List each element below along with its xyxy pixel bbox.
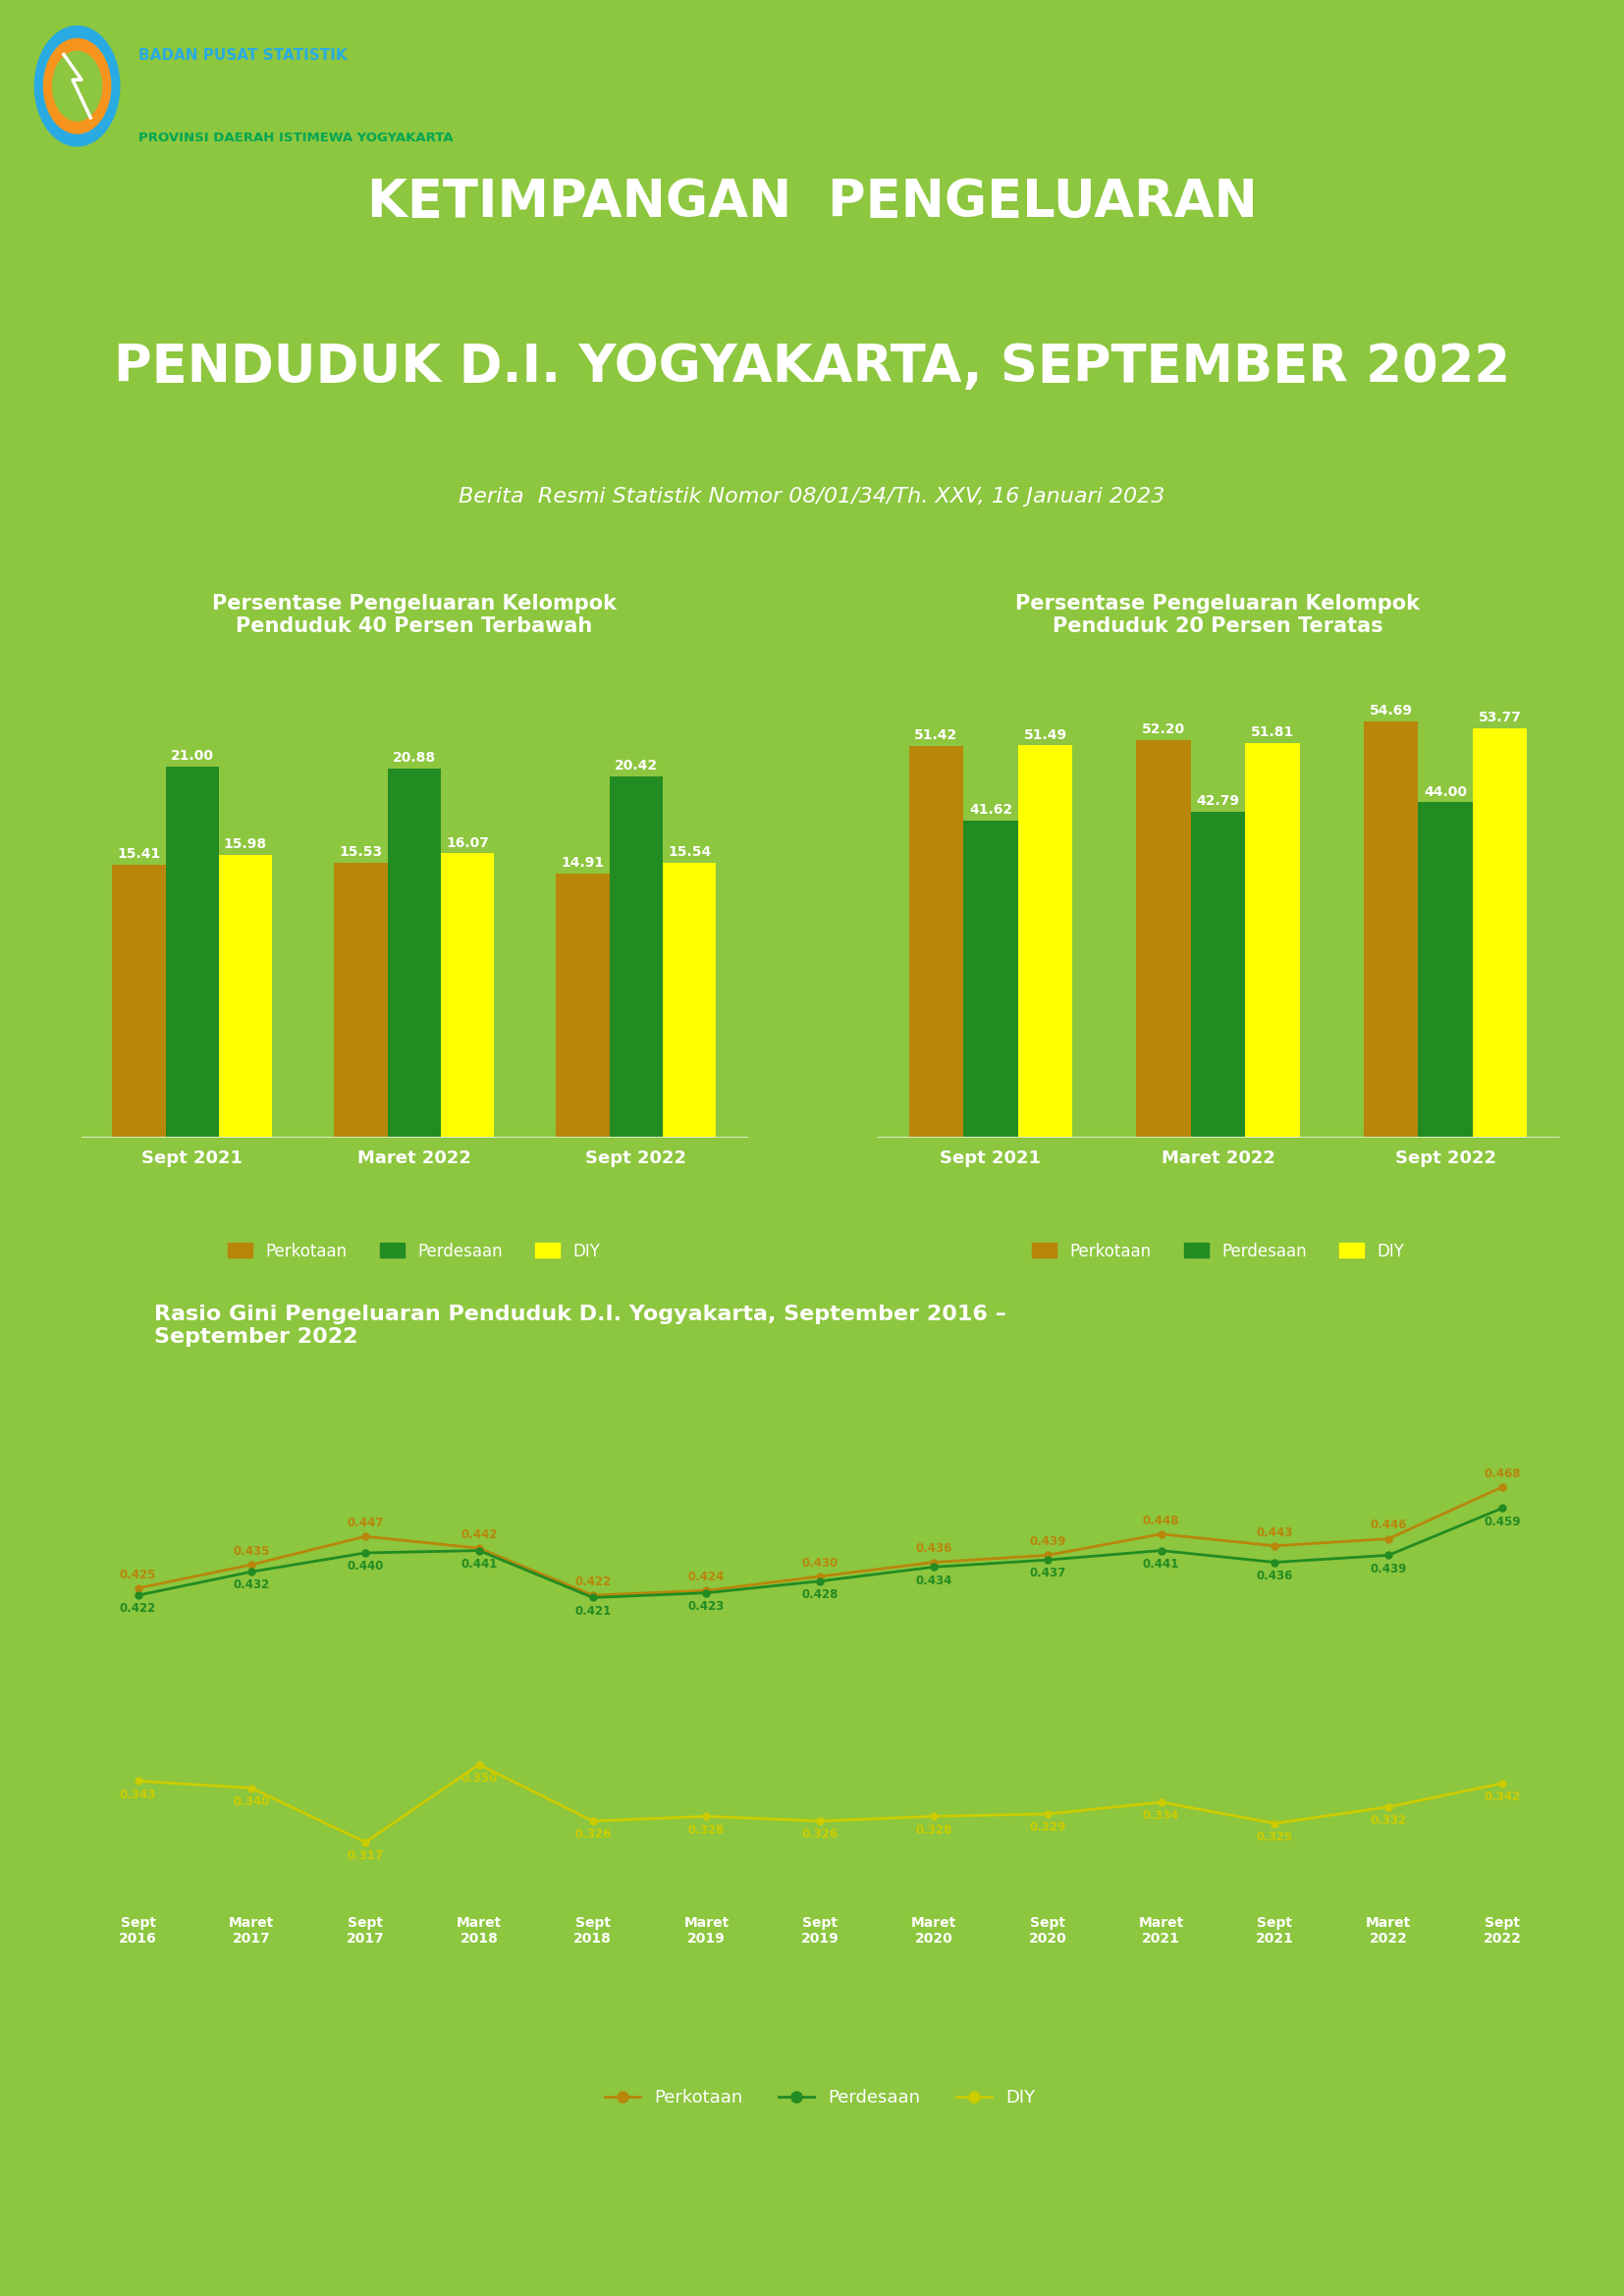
Bar (1246, 744, 1299, 1137)
Text: 41.62: 41.62 (970, 804, 1012, 817)
Text: 15.54: 15.54 (667, 845, 711, 859)
Bar (555, 875, 609, 1137)
Ellipse shape (52, 51, 102, 122)
Text: 0.425: 0.425 (120, 1568, 156, 1582)
Text: 42.79: 42.79 (1197, 794, 1239, 808)
Text: 0.430: 0.430 (802, 1557, 838, 1570)
Text: 15.41: 15.41 (117, 847, 161, 861)
Text: 0.350: 0.350 (461, 1773, 497, 1784)
Bar (663, 863, 716, 1137)
Text: KETIMPANGAN  PENGELUARAN: KETIMPANGAN PENGELUARAN (367, 177, 1257, 227)
Text: 0.437: 0.437 (1030, 1566, 1065, 1580)
Bar (1018, 746, 1072, 1137)
Text: 0.334: 0.334 (1143, 1809, 1179, 1823)
Legend: Perkotaan, Perdesaan, DIY: Perkotaan, Perdesaan, DIY (221, 1235, 607, 1267)
Ellipse shape (44, 39, 110, 133)
Text: 52.20: 52.20 (1142, 723, 1186, 737)
Text: PROVINSI DAERAH ISTIMEWA YOGYAKARTA: PROVINSI DAERAH ISTIMEWA YOGYAKARTA (138, 131, 453, 145)
Bar (388, 769, 440, 1137)
Title: Persentase Pengeluaran Kelompok
Penduduk 20 Persen Teratas: Persentase Pengeluaran Kelompok Penduduk… (1015, 592, 1421, 636)
Legend: Perkotaan, Perdesaan, DIY: Perkotaan, Perdesaan, DIY (1025, 1235, 1411, 1267)
Bar (1137, 739, 1190, 1137)
Text: 0.468: 0.468 (1484, 1467, 1520, 1481)
Text: Rasio Gini Pengeluaran Penduduk D.I. Yogyakarta, September 2016 –
September 2022: Rasio Gini Pengeluaran Penduduk D.I. Yog… (154, 1304, 1007, 1345)
Text: 0.340: 0.340 (234, 1795, 270, 1807)
Text: Berita  Resmi Statistik Nomor 08/01/34/Th. XXV, 16 Januari 2023: Berita Resmi Statistik Nomor 08/01/34/Th… (460, 487, 1164, 507)
Bar (609, 776, 663, 1137)
Bar (166, 767, 219, 1137)
Bar (909, 746, 963, 1137)
Text: PENDUDUK D.I. YOGYAKARTA, SEPTEMBER 2022: PENDUDUK D.I. YOGYAKARTA, SEPTEMBER 2022 (114, 342, 1510, 393)
Text: 0.422: 0.422 (575, 1575, 611, 1589)
Text: 0.442: 0.442 (461, 1529, 497, 1541)
Text: 0.435: 0.435 (234, 1545, 270, 1557)
Text: 0.421: 0.421 (575, 1605, 611, 1616)
Text: 53.77: 53.77 (1478, 712, 1522, 723)
Bar (335, 863, 388, 1137)
Text: 51.42: 51.42 (914, 728, 958, 742)
Text: 0.424: 0.424 (689, 1570, 724, 1584)
Text: 20.42: 20.42 (614, 760, 658, 774)
Bar (219, 854, 273, 1137)
Bar (112, 866, 166, 1137)
Text: 0.441: 0.441 (1143, 1557, 1179, 1570)
Text: 0.436: 0.436 (1257, 1570, 1293, 1582)
Bar (1418, 801, 1473, 1137)
Text: 15.53: 15.53 (339, 845, 383, 859)
Text: BADAN PUSAT STATISTIK: BADAN PUSAT STATISTIK (138, 48, 348, 62)
Text: 0.342: 0.342 (1484, 1791, 1520, 1802)
Text: 15.98: 15.98 (224, 838, 266, 852)
Text: 14.91: 14.91 (562, 856, 604, 870)
Text: 0.439: 0.439 (1030, 1536, 1065, 1548)
Text: 0.448: 0.448 (1143, 1515, 1179, 1527)
Text: 0.443: 0.443 (1257, 1527, 1293, 1538)
Text: 20.88: 20.88 (393, 751, 435, 765)
Text: 51.81: 51.81 (1250, 726, 1294, 739)
Bar (963, 820, 1018, 1137)
Text: 0.328: 0.328 (916, 1823, 952, 1837)
Text: 0.447: 0.447 (348, 1518, 383, 1529)
Text: 0.439: 0.439 (1371, 1561, 1406, 1575)
Text: 0.332: 0.332 (1371, 1814, 1406, 1828)
Text: 51.49: 51.49 (1023, 728, 1067, 742)
Text: 0.317: 0.317 (348, 1848, 383, 1862)
Text: 0.423: 0.423 (689, 1600, 724, 1612)
Text: 0.329: 0.329 (1030, 1821, 1065, 1835)
Text: 44.00: 44.00 (1424, 785, 1466, 799)
Text: 0.459: 0.459 (1484, 1515, 1520, 1529)
Text: 0.428: 0.428 (802, 1589, 838, 1600)
Text: 0.432: 0.432 (234, 1580, 270, 1591)
Text: 54.69: 54.69 (1369, 703, 1413, 716)
Text: 0.343: 0.343 (120, 1789, 156, 1800)
Bar (1473, 728, 1527, 1137)
Bar (1190, 810, 1246, 1137)
Text: 21.00: 21.00 (171, 748, 214, 762)
Title: Persentase Pengeluaran Kelompok
Penduduk 40 Persen Terbawah: Persentase Pengeluaran Kelompok Penduduk… (211, 592, 617, 636)
Text: 0.326: 0.326 (575, 1828, 611, 1841)
Text: 16.07: 16.07 (447, 836, 489, 850)
Text: 0.441: 0.441 (461, 1557, 497, 1570)
Text: 0.436: 0.436 (916, 1543, 952, 1554)
Text: 0.325: 0.325 (1257, 1830, 1293, 1844)
Text: 0.422: 0.422 (120, 1603, 156, 1614)
Bar (1364, 721, 1418, 1137)
Text: 0.434: 0.434 (916, 1575, 952, 1587)
Text: 0.326: 0.326 (802, 1828, 838, 1841)
Text: 0.328: 0.328 (689, 1823, 724, 1837)
Legend: Perkotaan, Perdesaan, DIY: Perkotaan, Perdesaan, DIY (598, 2082, 1043, 2115)
Text: 0.440: 0.440 (348, 1559, 383, 1573)
Text: 0.446: 0.446 (1371, 1520, 1406, 1531)
Bar (440, 854, 494, 1137)
Ellipse shape (34, 25, 120, 147)
